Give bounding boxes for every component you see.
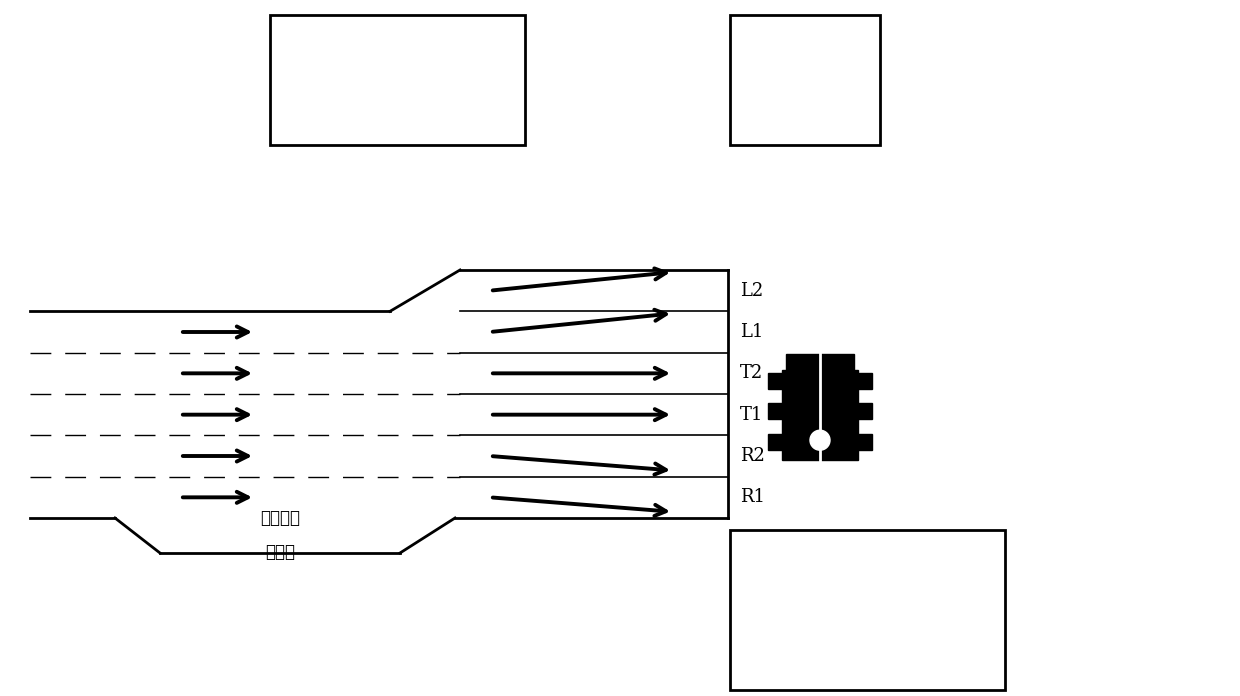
Bar <box>730 530 1004 690</box>
Bar <box>270 15 525 145</box>
Bar <box>768 373 782 389</box>
Bar <box>858 434 872 450</box>
Text: L2: L2 <box>740 282 764 300</box>
Bar <box>768 434 782 450</box>
Text: L1: L1 <box>740 323 764 341</box>
Text: R2: R2 <box>740 447 765 465</box>
Text: T1: T1 <box>740 406 764 424</box>
Bar <box>730 15 880 145</box>
Bar <box>858 402 872 418</box>
Text: 公交港湾: 公交港湾 <box>260 509 300 528</box>
Bar <box>782 370 858 460</box>
Circle shape <box>810 430 830 450</box>
Bar <box>786 354 854 370</box>
Text: R1: R1 <box>740 489 765 506</box>
Bar <box>768 402 782 418</box>
Text: 停靠站: 停靠站 <box>265 544 295 562</box>
Text: T2: T2 <box>740 364 764 382</box>
Bar <box>858 373 872 389</box>
